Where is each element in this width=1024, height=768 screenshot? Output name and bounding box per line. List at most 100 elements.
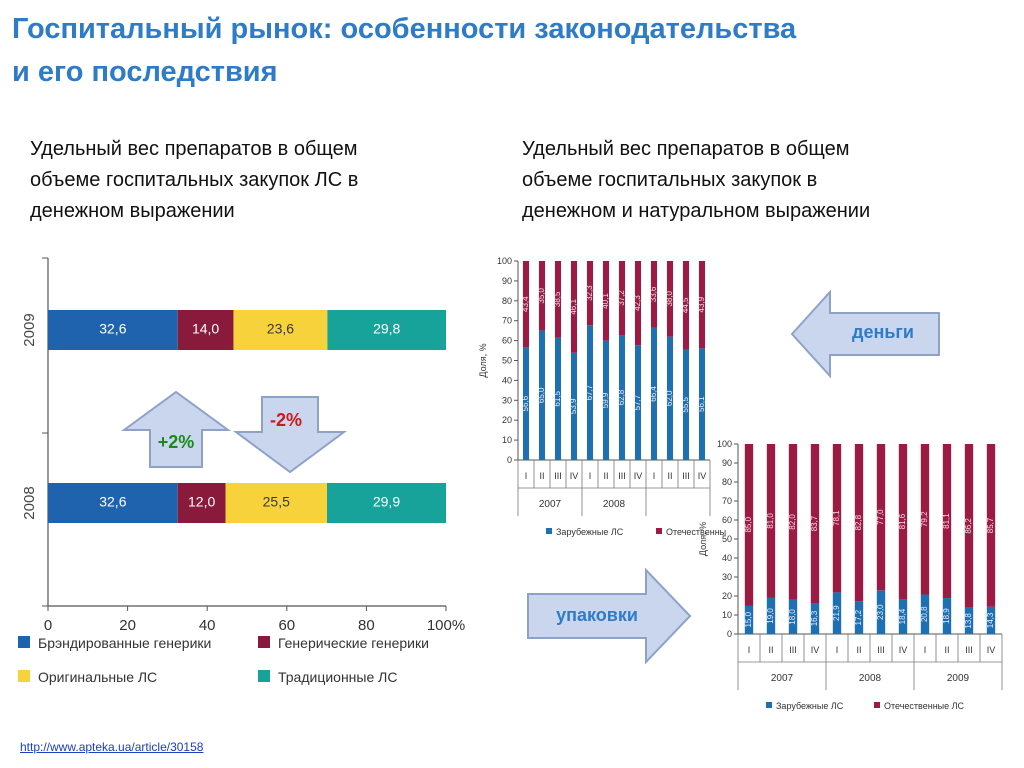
bar-data-label: 42,3 bbox=[633, 295, 642, 311]
legend-label: Традиционные ЛС bbox=[278, 669, 397, 685]
y-axis-label: Доля, % bbox=[698, 522, 708, 556]
bar-domestic bbox=[920, 444, 930, 595]
slide-title-line1: Госпитальный рынок: особенности законода… bbox=[12, 13, 797, 45]
bar-domestic bbox=[942, 444, 952, 599]
x-tick-label: 100% bbox=[427, 617, 465, 634]
y-tick-label: 40 bbox=[722, 553, 732, 563]
hbar-chart-money-share: 2009 32,6 14,0 23,6 29,8 2008 32,6 12,0 25,5 29,9… bbox=[18, 257, 465, 685]
bar-data-label: 46,1 bbox=[569, 299, 578, 315]
bar-data-label: 40,1 bbox=[601, 293, 610, 309]
bar-data-label: 19,0 bbox=[766, 608, 775, 624]
y-axis-label: Доля, % bbox=[478, 343, 488, 377]
down-arrow bbox=[232, 396, 348, 474]
y-tick-label: 10 bbox=[502, 435, 512, 445]
x-tick-label: IV bbox=[570, 471, 579, 481]
x-tick-label: 0 bbox=[44, 617, 52, 634]
bar-data-label: 32,6 bbox=[99, 321, 126, 337]
bar-data-label: 15,0 bbox=[744, 611, 753, 627]
bar-domestic bbox=[766, 444, 776, 598]
year-label: 2009 bbox=[21, 313, 38, 346]
y-tick-label: 60 bbox=[502, 336, 512, 346]
left-heading-line: объеме госпитальных закупок ЛС в bbox=[30, 169, 359, 191]
source-link[interactable]: http://www.apteka.ua/article/30158 bbox=[20, 740, 204, 754]
x-tick-label: IV bbox=[987, 645, 996, 655]
up-arrow-label: +2% bbox=[157, 432, 195, 452]
bar-domestic bbox=[522, 261, 530, 348]
legend-swatch bbox=[766, 702, 772, 708]
group-label: 2008 bbox=[603, 499, 626, 510]
down-arrow-label: -2% bbox=[269, 410, 302, 430]
legend-label: Зарубежные ЛС bbox=[776, 701, 844, 711]
x-tick-label: II bbox=[667, 471, 672, 481]
bar-segment bbox=[177, 483, 226, 523]
y-tick-label: 10 bbox=[722, 610, 732, 620]
bar-foreign bbox=[586, 325, 594, 460]
bar-data-label: 61,5 bbox=[553, 390, 562, 406]
legend-swatch bbox=[258, 670, 270, 682]
y-tick-label: 60 bbox=[722, 515, 732, 525]
legend-label: Оригинальные ЛС bbox=[38, 669, 157, 685]
bar-data-label: 82,8 bbox=[854, 514, 863, 530]
y-tick-label: 70 bbox=[502, 316, 512, 326]
bar-data-label: 37,2 bbox=[617, 290, 626, 306]
bar-domestic bbox=[744, 444, 754, 606]
legend-swatch bbox=[258, 636, 270, 648]
slide-title: Госпитальный рынок: особенности законода… bbox=[12, 8, 796, 94]
bar-data-label: 33,6 bbox=[649, 286, 658, 302]
bar-segment bbox=[48, 310, 178, 350]
bar-data-label: 62,0 bbox=[665, 390, 674, 406]
bar-data-label: 12,0 bbox=[188, 494, 215, 510]
x-tick-label: III bbox=[554, 471, 562, 481]
bar-domestic bbox=[698, 261, 706, 349]
bar-data-label: 78,1 bbox=[832, 510, 841, 526]
bar-data-label: 20,8 bbox=[920, 606, 929, 622]
legend-swatch bbox=[546, 528, 552, 534]
bar-foreign bbox=[650, 327, 658, 460]
y-tick-label: 0 bbox=[507, 455, 512, 465]
bar-foreign bbox=[920, 594, 930, 634]
y-tick-label: 40 bbox=[502, 375, 512, 385]
y-tick-label: 90 bbox=[502, 276, 512, 286]
bar-foreign bbox=[964, 607, 974, 634]
x-tick-label: IV bbox=[698, 471, 707, 481]
bar-data-label: 55,5 bbox=[681, 396, 690, 412]
bar-segment bbox=[177, 310, 234, 350]
x-tick-label: 40 bbox=[199, 617, 216, 634]
bar-data-label: 86,2 bbox=[964, 518, 973, 534]
x-tick-label: 60 bbox=[278, 617, 295, 634]
x-tick-label: III bbox=[682, 471, 690, 481]
left-heading-line: Удельный вес препаратов в общем bbox=[30, 138, 358, 160]
bar-domestic bbox=[854, 444, 864, 602]
bar-foreign bbox=[634, 345, 642, 460]
bar-data-label: 18,0 bbox=[788, 609, 797, 625]
right-heading-line: Удельный вес препаратов в общем bbox=[522, 138, 850, 160]
y-tick-label: 70 bbox=[722, 496, 732, 506]
x-tick-label: IV bbox=[811, 645, 820, 655]
group-label: 2009 bbox=[947, 673, 970, 684]
bar-segment bbox=[233, 310, 328, 350]
bar-data-label: 81,1 bbox=[942, 513, 951, 529]
x-tick-label: III bbox=[877, 645, 885, 655]
bar-data-label: 65,0 bbox=[537, 387, 546, 403]
x-tick-label: III bbox=[789, 645, 797, 655]
bar-data-label: 81,0 bbox=[766, 513, 775, 529]
money-arrow-label: деньги bbox=[852, 322, 914, 342]
bar-domestic bbox=[602, 261, 610, 341]
x-tick-label: II bbox=[944, 645, 949, 655]
vbar-chart-money-foreign-domestic: 0 10 20 30 40 50 60 70 80 90 100 Доля, % 56,6 43,4 I 65… bbox=[478, 256, 726, 537]
bar-foreign bbox=[854, 601, 864, 634]
bar-data-label: 18,9 bbox=[942, 608, 951, 624]
bar-domestic bbox=[618, 261, 626, 336]
bar-domestic bbox=[538, 261, 546, 331]
bar-foreign bbox=[618, 335, 626, 460]
x-tick-label: I bbox=[525, 471, 528, 481]
group-label: 2008 bbox=[859, 673, 882, 684]
bar-foreign bbox=[810, 603, 820, 634]
bar-foreign bbox=[570, 352, 578, 460]
x-tick-label: II bbox=[856, 645, 861, 655]
vbar-chart-packs-foreign-domestic: 0 10 20 30 40 50 60 70 80 90 100 Доля, % 15,0 85,0 I 19… bbox=[698, 439, 1003, 711]
y-tick-label: 50 bbox=[722, 534, 732, 544]
bar-data-label: 32,6 bbox=[99, 494, 126, 510]
x-tick-label: III bbox=[618, 471, 626, 481]
bar-data-label: 81,6 bbox=[898, 513, 907, 529]
